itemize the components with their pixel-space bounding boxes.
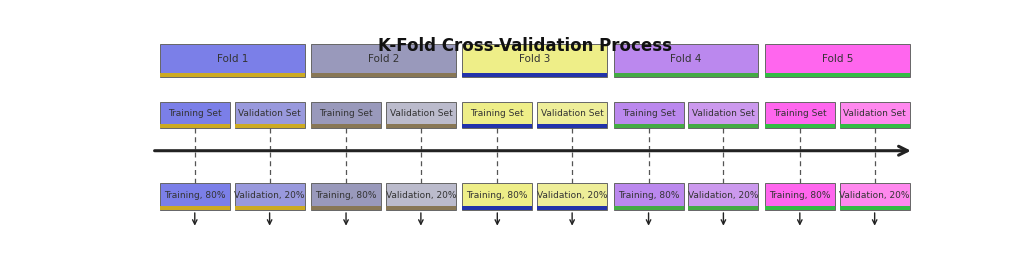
FancyBboxPatch shape (234, 102, 305, 128)
FancyBboxPatch shape (613, 102, 684, 128)
Bar (462, 124, 532, 128)
Bar (386, 206, 456, 210)
FancyBboxPatch shape (840, 184, 909, 210)
FancyBboxPatch shape (765, 102, 835, 128)
Text: Validation Set: Validation Set (844, 109, 906, 118)
Text: Validation Set: Validation Set (541, 109, 603, 118)
Bar (688, 124, 759, 128)
Bar (160, 206, 229, 210)
Bar (538, 124, 607, 128)
Bar (462, 206, 532, 210)
Text: Validation Set: Validation Set (692, 109, 755, 118)
Text: Validation, 20%: Validation, 20% (386, 191, 456, 200)
FancyBboxPatch shape (462, 44, 607, 77)
FancyBboxPatch shape (462, 102, 532, 128)
Text: Validation, 20%: Validation, 20% (840, 191, 910, 200)
FancyBboxPatch shape (311, 184, 381, 210)
FancyBboxPatch shape (160, 102, 229, 128)
Bar (462, 73, 607, 77)
Text: Training, 80%: Training, 80% (164, 191, 225, 200)
Bar (386, 124, 456, 128)
Text: Validation, 20%: Validation, 20% (688, 191, 759, 200)
Text: Fold 4: Fold 4 (671, 53, 701, 64)
FancyBboxPatch shape (234, 184, 305, 210)
Text: Training Set: Training Set (319, 109, 373, 118)
FancyBboxPatch shape (160, 44, 305, 77)
Bar (160, 73, 305, 77)
Bar (613, 73, 759, 77)
Bar (613, 206, 684, 210)
Text: Training Set: Training Set (168, 109, 221, 118)
Bar (613, 124, 684, 128)
FancyBboxPatch shape (538, 102, 607, 128)
Text: Training, 80%: Training, 80% (769, 191, 830, 200)
Text: Training Set: Training Set (773, 109, 826, 118)
Text: Training Set: Training Set (470, 109, 524, 118)
FancyBboxPatch shape (538, 184, 607, 210)
Text: Validation Set: Validation Set (239, 109, 301, 118)
Text: Validation, 20%: Validation, 20% (537, 191, 607, 200)
Text: Training Set: Training Set (622, 109, 676, 118)
Text: Training, 80%: Training, 80% (315, 191, 377, 200)
FancyBboxPatch shape (840, 102, 909, 128)
Text: Fold 1: Fold 1 (216, 53, 248, 64)
Bar (765, 73, 909, 77)
Text: Training, 80%: Training, 80% (617, 191, 679, 200)
Bar (160, 124, 229, 128)
FancyBboxPatch shape (311, 102, 381, 128)
Bar (234, 206, 305, 210)
Bar (765, 124, 835, 128)
Text: Fold 2: Fold 2 (368, 53, 399, 64)
Text: Validation, 20%: Validation, 20% (234, 191, 305, 200)
FancyBboxPatch shape (462, 184, 532, 210)
Text: Training, 80%: Training, 80% (467, 191, 528, 200)
FancyBboxPatch shape (688, 102, 759, 128)
FancyBboxPatch shape (160, 184, 229, 210)
Bar (311, 73, 456, 77)
Bar (311, 124, 381, 128)
FancyBboxPatch shape (688, 184, 759, 210)
FancyBboxPatch shape (613, 44, 759, 77)
FancyBboxPatch shape (386, 184, 456, 210)
Text: K-Fold Cross-Validation Process: K-Fold Cross-Validation Process (378, 37, 672, 55)
FancyBboxPatch shape (765, 44, 909, 77)
FancyBboxPatch shape (613, 184, 684, 210)
Text: Fold 5: Fold 5 (821, 53, 853, 64)
Text: Validation Set: Validation Set (389, 109, 453, 118)
Bar (840, 206, 909, 210)
FancyBboxPatch shape (311, 44, 456, 77)
Bar (688, 206, 759, 210)
Text: Fold 3: Fold 3 (519, 53, 551, 64)
Bar (234, 124, 305, 128)
Bar (765, 206, 835, 210)
Bar (538, 206, 607, 210)
FancyBboxPatch shape (765, 184, 835, 210)
Bar (840, 124, 909, 128)
FancyBboxPatch shape (386, 102, 456, 128)
Bar (311, 206, 381, 210)
